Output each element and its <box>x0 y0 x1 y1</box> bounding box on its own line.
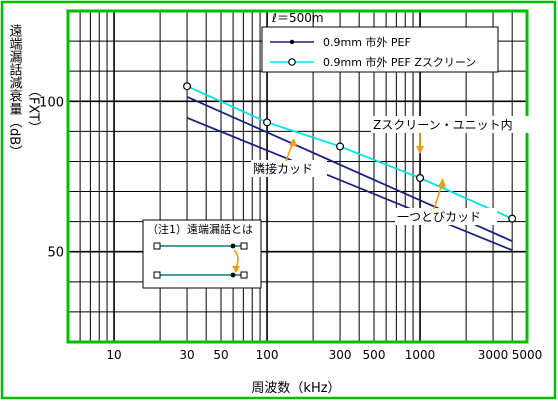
legend: ℓ＝500m 0.9mm 市外 PEF 0.9mm 市外 PEF Zスクリーン <box>261 11 499 73</box>
note-terminal-lower-right <box>240 271 248 279</box>
annotation-adjacent-quad: 隣接カッド <box>253 161 313 176</box>
annotation-bg-adjacent <box>251 160 327 177</box>
legend-box <box>261 26 499 73</box>
annotations: Zスクリーン・ユニット内 隣接カッド 一つとびカッド <box>251 116 531 225</box>
x-tick-label: 500 <box>363 348 386 362</box>
x-tick-label: 5000 <box>512 348 543 362</box>
legend-marker-zscreen <box>288 58 296 66</box>
data-point-zscreen <box>416 174 425 183</box>
annotation-arrowhead-skip <box>438 178 446 188</box>
y-tick-label: 100 <box>39 95 64 110</box>
legend-marker-pef <box>289 39 295 45</box>
annotation-arrow-skip <box>433 183 443 210</box>
data-point-zscreen <box>336 142 345 151</box>
x-tick-label: 10 <box>106 348 121 362</box>
data-point-zscreen <box>183 82 192 91</box>
x-tick-label: 100 <box>256 348 279 362</box>
x-tick-label: 1000 <box>405 348 436 362</box>
y-axis-label-sub: （FXT） <box>26 84 42 134</box>
data-point-zscreen <box>508 214 517 223</box>
note-source-dot <box>230 243 236 249</box>
annotation-arrowhead-zscreen <box>416 146 424 154</box>
annotation-bg-skip <box>395 208 497 225</box>
note-target-dot <box>230 272 236 278</box>
y-axis-label-wrap: 遠端漏話減衰量（dB） （FXT） <box>7 24 42 158</box>
series-line-zscreen <box>186 85 513 220</box>
x-tick-label: 300 <box>329 348 352 362</box>
y-tick-label: 50 <box>47 246 64 261</box>
annotation-bg-zscreen <box>371 116 531 133</box>
legend-label-zscreen: 0.9mm 市外 PEF Zスクリーン <box>323 55 476 69</box>
x-tick-label: 30 <box>179 348 194 362</box>
legend-label-pef: 0.9mm 市外 PEF <box>323 35 411 49</box>
legend-condition: ℓ＝500m <box>271 11 324 25</box>
note-crosstalk-arrowhead <box>232 266 240 273</box>
note-title: （注1）遠端漏話とは <box>147 222 253 236</box>
annotation-skip-quad: 一つとびカッド <box>397 210 481 224</box>
y-ticks: 50 100 <box>39 95 64 260</box>
annotation-arrowhead-adjacent <box>289 138 297 147</box>
data-point-zscreen <box>263 118 272 127</box>
plot-border <box>66 9 529 344</box>
x-axis-label: 周波数（kHz） <box>251 381 340 396</box>
y-axis-label: 遠端漏話減衰量（dB） <box>7 24 23 158</box>
note-terminal-lower-left <box>153 271 161 279</box>
note-terminal-upper-left <box>153 242 161 250</box>
note-terminal-upper-right <box>240 242 248 250</box>
note-box: （注1）遠端漏話とは <box>142 219 262 289</box>
annotation-zscreen-unit: Zスクリーン・ユニット内 <box>373 118 513 132</box>
series-line-pef <box>186 116 513 252</box>
x-ticks: 10 30 50 100 300 500 1000 3000 5000 <box>106 348 542 362</box>
x-tick-label: 50 <box>213 348 228 362</box>
x-tick-label: 3000 <box>478 348 509 362</box>
